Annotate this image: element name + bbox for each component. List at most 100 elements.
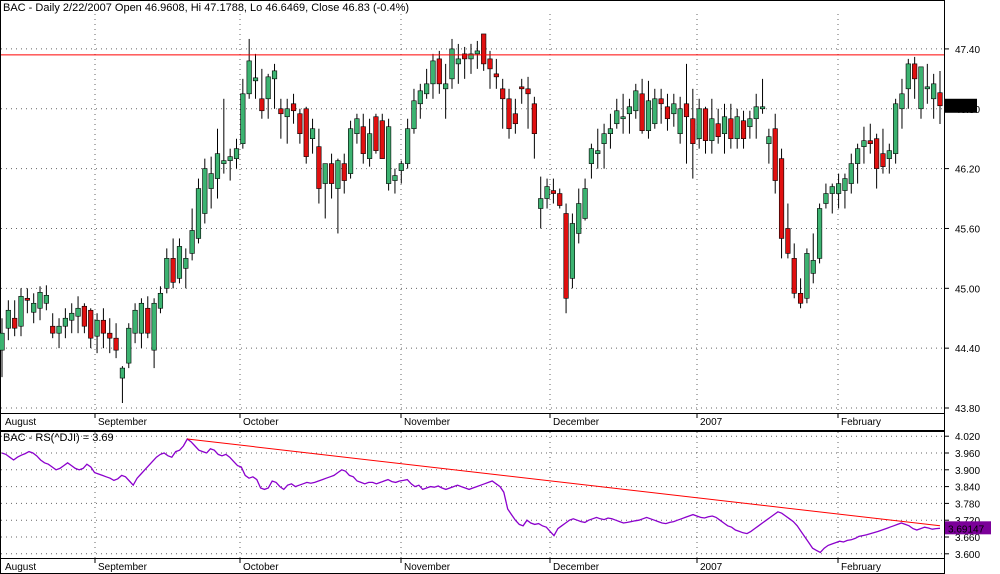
candle-body-up [588, 148, 595, 164]
rs-month-label: February [841, 562, 881, 573]
candle [525, 76, 531, 129]
rs-panel [0, 431, 945, 559]
price-month-label: October [243, 417, 279, 428]
candle [367, 118, 373, 167]
candle [12, 300, 18, 337]
candle [487, 50, 493, 89]
candle-body-down [512, 113, 518, 125]
candle [671, 93, 677, 127]
candle [886, 143, 892, 174]
candle-body-down [912, 63, 918, 80]
candle-body-up [252, 77, 259, 82]
candle-body-up [721, 116, 728, 135]
candle-body-up [208, 173, 214, 189]
candle-body-down [874, 138, 880, 169]
price-month-label: 2007 [700, 417, 723, 428]
candle [265, 73, 271, 119]
rs-tick-label: 3.900 [955, 466, 980, 477]
candle-body-up [576, 203, 582, 234]
candle [797, 278, 804, 309]
candle-body-down [772, 128, 778, 181]
candle [183, 248, 189, 289]
candle [227, 148, 233, 181]
candle [633, 83, 639, 119]
candle-body-up [37, 292, 43, 309]
candle [753, 93, 759, 139]
candle [880, 128, 886, 174]
candle [360, 113, 366, 164]
candle [100, 308, 106, 349]
candle [37, 286, 43, 321]
candle-body-up [176, 246, 183, 279]
candle [664, 93, 671, 131]
candle [563, 203, 569, 314]
candle-body-up [0, 332, 5, 351]
candle-body-down [100, 319, 106, 334]
candle-body-up [633, 90, 639, 112]
candle-body-down [797, 292, 804, 304]
candle-body-up [5, 309, 11, 329]
candle-body-up [924, 86, 930, 90]
candle-body-down [778, 158, 785, 239]
candle-body-up [893, 103, 899, 154]
candle-body-up [645, 100, 652, 132]
candle-body-up [430, 60, 436, 85]
candle-body-up [157, 292, 164, 309]
candle [284, 98, 290, 144]
price-date-strip [0, 413, 945, 431]
candle-body-down [664, 106, 671, 120]
candle-body-up [671, 103, 677, 115]
rs-tick-label: 3.600 [955, 550, 980, 561]
candle [867, 123, 873, 154]
candle-body-down [519, 86, 525, 90]
candle [145, 296, 151, 339]
candle [221, 98, 227, 174]
last-price-value: 46.83 [948, 102, 973, 113]
candle [785, 203, 791, 259]
candle [88, 308, 94, 349]
candle-body-up [544, 186, 550, 199]
candle-body-up [322, 163, 328, 184]
candle-body-down [341, 163, 347, 181]
candle [861, 126, 867, 164]
candle [937, 70, 943, 125]
candle [0, 318, 5, 378]
candle-body-up [309, 128, 316, 139]
candle [290, 93, 297, 124]
rs-month-labels: August September October November December 20… [5, 562, 881, 573]
candle-body-up [931, 83, 937, 100]
candle-body-down [145, 307, 151, 334]
candle [462, 46, 468, 79]
candle [246, 38, 252, 99]
rs-month-label: 2007 [700, 562, 723, 573]
candle [544, 178, 550, 209]
candle [747, 110, 753, 139]
candle [43, 285, 49, 311]
price-month-label: September [98, 417, 148, 428]
candle-body-up [271, 70, 278, 80]
price-header: BAC - Daily 2/22/2007 Open 46.9608, Hi 4… [3, 2, 409, 14]
candle [696, 98, 702, 149]
candle [829, 183, 835, 214]
candle [69, 303, 75, 334]
candle [455, 43, 461, 84]
candle-body-down [328, 163, 335, 184]
candle-body-up [855, 148, 861, 164]
candle-body-up [411, 100, 417, 130]
candle-body-up [214, 153, 221, 179]
candle [386, 118, 392, 191]
candle-body-up [354, 118, 360, 135]
candle-body-up [899, 93, 905, 110]
candle-body-up [347, 128, 354, 174]
candle-body-down [462, 53, 468, 60]
price-panel [0, 0, 945, 414]
candle-body-up [449, 48, 455, 80]
rs-tick-label: 3.840 [955, 483, 980, 494]
candle-body-down [493, 73, 499, 78]
candle-body-up [829, 186, 835, 194]
candle-body-up [227, 156, 233, 161]
candle-body-down [531, 103, 537, 135]
candle-body-up [56, 325, 62, 334]
candle-body-up [417, 90, 423, 105]
candle-body-up [189, 230, 195, 254]
